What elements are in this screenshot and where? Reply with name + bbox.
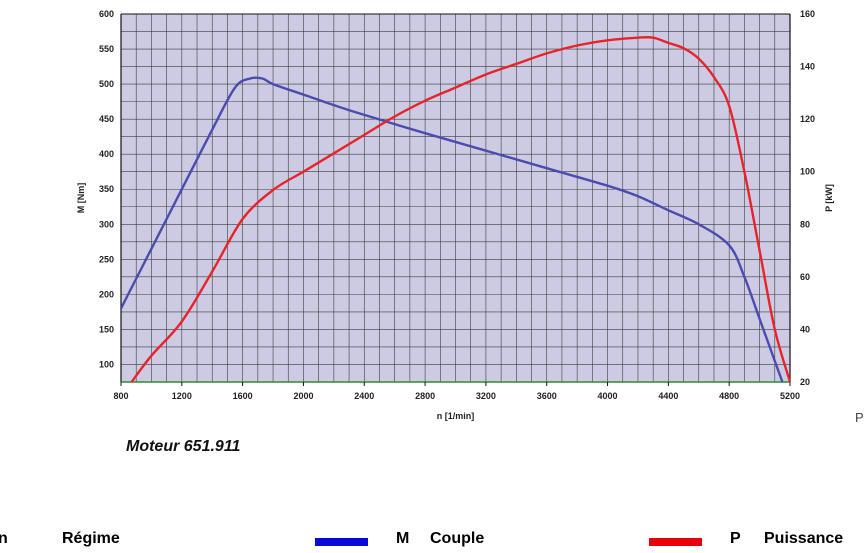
x-tick-label: 1600 — [233, 391, 253, 401]
y2-tick-label: 80 — [800, 219, 810, 229]
series-line-puissance — [130, 35, 792, 383]
y-tick-label: 100 — [99, 359, 114, 369]
y-tick-label: 500 — [99, 79, 114, 89]
y-tick-label: 200 — [99, 289, 114, 299]
y2-tick-label: 120 — [800, 114, 815, 124]
series-line-couple — [121, 76, 784, 383]
y-tick-label: 150 — [99, 324, 114, 334]
x-tick-label: 3200 — [476, 391, 496, 401]
y2-tick-label: 100 — [800, 167, 815, 177]
x-tick-label: 1200 — [172, 391, 192, 401]
edge-letter: P — [855, 410, 864, 425]
y-tick-label: 550 — [99, 44, 114, 54]
legend-n-label: Régime — [62, 530, 120, 547]
legend-puissance-swatch — [649, 538, 702, 546]
y2-axis-label: P [kW] — [824, 184, 834, 212]
y-tick-label: 250 — [99, 254, 114, 264]
y-tick-label: 350 — [99, 184, 114, 194]
x-tick-label: 4400 — [658, 391, 678, 401]
y-tick-label: 300 — [99, 219, 114, 229]
x-tick-label: 3600 — [537, 391, 557, 401]
y-tick-label: 600 — [99, 9, 114, 19]
x-tick-label: 800 — [113, 391, 128, 401]
y2-tick-label: 20 — [800, 377, 810, 387]
y2-tick-label: 40 — [800, 324, 810, 334]
x-tick-label: 5200 — [780, 391, 800, 401]
y2-tick-label: 60 — [800, 272, 810, 282]
x-tick-label: 2000 — [293, 391, 313, 401]
y2-tick-label: 160 — [800, 9, 815, 19]
y-tick-label: 400 — [99, 149, 114, 159]
grid-lines — [120, 13, 791, 383]
axes — [120, 13, 791, 383]
x-tick-label: 4800 — [719, 391, 739, 401]
x-tick-label: 2400 — [354, 391, 374, 401]
tick-labels: 800 1200 1600 2000 2400 2800 3200 3600 4000 4400 4… — [99, 9, 815, 401]
y-tick-label: 450 — [99, 114, 114, 124]
chart-caption: Moteur 651.911 — [126, 438, 241, 455]
legend-p-letter: P — [730, 530, 741, 547]
data-series — [121, 35, 792, 383]
y2-tick-label: 140 — [800, 62, 815, 72]
y-axis-label: M [Nm] — [76, 183, 86, 214]
x-tick-label: 4000 — [598, 391, 618, 401]
legend-couple-swatch — [315, 538, 368, 546]
legend-p-label: Puissance — [764, 530, 844, 547]
legend-n-letter: n — [0, 530, 8, 547]
x-tick-label: 2800 — [415, 391, 435, 401]
x-axis-label: n [1/min] — [437, 411, 475, 421]
legend: n Régime M Couple P Puissance — [0, 530, 865, 550]
legend-m-label: Couple — [430, 530, 485, 547]
engine-performance-chart: 800 1200 1600 2000 2400 2800 3200 3600 4000 4400 4… — [76, 9, 834, 421]
legend-m-letter: M — [396, 530, 410, 547]
